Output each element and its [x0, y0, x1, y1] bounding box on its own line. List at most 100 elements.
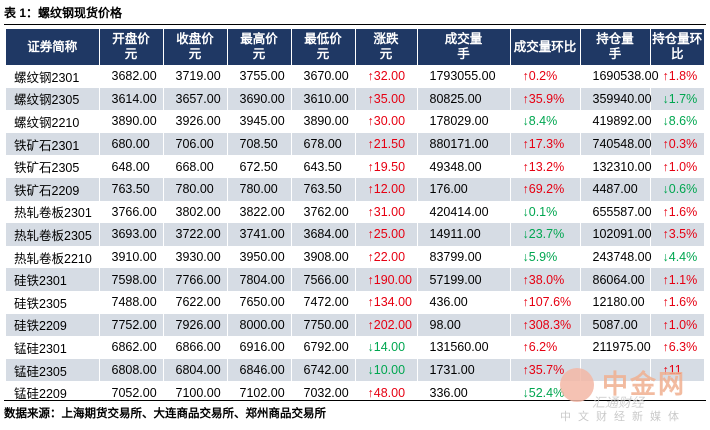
- cell-oi-chg: [650, 381, 705, 404]
- cell-close: 3926.00: [163, 110, 228, 133]
- cell-open: 7752.00: [99, 313, 164, 337]
- cell-oi-chg: ↑11: [650, 358, 705, 382]
- cell-volume: 49348.00: [417, 155, 511, 178]
- cell-open: 7488.00: [99, 290, 164, 314]
- cell-close: 7766.00: [163, 268, 228, 291]
- cell-volume: 176.00: [417, 177, 511, 201]
- column-header: 成交量手: [417, 29, 511, 65]
- cell-change: ↑21.50: [355, 132, 418, 156]
- cell-high: 3690.00: [227, 87, 292, 111]
- cell-vol-chg: ↓5.9%: [510, 245, 581, 269]
- cell-name: 铁矿石2301: [6, 132, 100, 156]
- cell-high: 7102.00: [227, 381, 292, 404]
- cell-close: 780.00: [163, 177, 228, 201]
- cell-low: 7750.00: [291, 313, 356, 337]
- column-header: 收盘价元: [163, 29, 228, 65]
- cell-change: ↑202.00: [355, 313, 418, 337]
- cell-oi: 4487.00: [580, 177, 651, 201]
- cell-name: 锰硅2209: [6, 381, 100, 404]
- cell-close: 6804.00: [163, 358, 228, 382]
- column-header: 最高价元: [227, 29, 292, 65]
- cell-name: 铁矿石2305: [6, 155, 100, 178]
- table-row: 锰硅2301 6862.00 6866.00 6916.00 6792.00 ↓14.00…: [6, 336, 705, 359]
- table-row: 硅铁2209 7752.00 7926.00 8000.00 7750.00 ↑202.0…: [6, 313, 705, 337]
- cell-change: ↑35.00: [355, 87, 418, 111]
- cell-low: 3670.00: [291, 65, 356, 88]
- column-header: 成交量环比: [510, 29, 581, 65]
- cell-vol-chg: ↑17.3%: [510, 132, 581, 156]
- cell-vol-chg: ↓8.4%: [510, 110, 581, 133]
- cell-vol-chg: ↑35.7%: [510, 358, 581, 382]
- cell-vol-chg: ↑6.2%: [510, 336, 581, 359]
- cell-oi-chg: ↑0.3%: [650, 132, 705, 156]
- cell-oi-chg: ↑1.8%: [650, 65, 705, 88]
- cell-open: 3682.00: [99, 65, 164, 88]
- cell-open: 648.00: [99, 155, 164, 178]
- cell-volume: 420414.00: [417, 200, 511, 224]
- cell-vol-chg: ↓23.7%: [510, 223, 581, 246]
- table-row: 热轧卷板2305 3693.00 3722.00 3741.00 3684.00 ↑25.…: [6, 223, 705, 246]
- column-header-unit: 元: [379, 47, 393, 61]
- cell-name: 锰硅2301: [6, 336, 100, 359]
- cell-low: 7032.00: [291, 381, 356, 404]
- cell-change: ↑134.00: [355, 290, 418, 314]
- table-row: 铁矿石2209 763.50 780.00 780.00 763.50 ↑12.00 176…: [6, 177, 705, 201]
- cell-volume: 14911.00: [417, 223, 511, 246]
- cell-high: 3945.00: [227, 110, 292, 133]
- cell-open: 3693.00: [99, 223, 164, 246]
- cell-volume: 83799.00: [417, 245, 511, 269]
- cell-close: 3930.00: [163, 245, 228, 269]
- cell-high: 3950.00: [227, 245, 292, 269]
- column-header-unit: 元: [252, 47, 266, 61]
- table-row: 锰硅2209 7052.00 7100.00 7102.00 7032.00 ↑48.00…: [6, 381, 705, 404]
- cell-oi-chg: ↑1.6%: [650, 200, 705, 224]
- cell-volume: 80825.00: [417, 87, 511, 111]
- cell-vol-chg: ↑38.0%: [510, 268, 581, 291]
- cell-close: 3719.00: [163, 65, 228, 88]
- cell-oi: 419892.00: [580, 110, 652, 133]
- cell-vol-chg: ↑0.2%: [510, 65, 581, 88]
- cell-high: 780.00: [227, 177, 292, 201]
- cell-oi: 1690538.00: [580, 65, 659, 88]
- table-row: 热轧卷板2301 3766.00 3802.00 3822.00 3762.00 ↑31.…: [6, 200, 705, 224]
- cell-oi: [580, 358, 651, 382]
- column-header-unit: 元: [316, 47, 330, 61]
- column-header: 涨跌元: [355, 29, 418, 65]
- table-row: 硅铁2301 7598.00 7766.00 7804.00 7566.00 ↑190.0…: [6, 268, 705, 291]
- cell-change: ↓14.00: [355, 336, 418, 359]
- column-header-label: 持仓量环比: [652, 32, 703, 61]
- column-header: 最低价元: [291, 29, 356, 65]
- cell-vol-chg: ↓0.1%: [510, 200, 581, 224]
- column-header: 证券简称: [6, 29, 100, 65]
- cell-open: 680.00: [99, 132, 164, 156]
- cell-name: 热轧卷板2301: [6, 200, 100, 224]
- table-row: 锰硅2305 6808.00 6804.00 6846.00 6742.00 ↓10.00…: [6, 358, 705, 382]
- column-header-unit: 元: [124, 47, 138, 61]
- cell-low: 7472.00: [291, 290, 356, 314]
- data-source-note: 数据来源：上海期货交易所、大连商品交易所、郑州商品交易所: [4, 408, 326, 420]
- table-row: 螺纹钢2301 3682.00 3719.00 3755.00 3670.00 ↑32.0…: [6, 65, 705, 88]
- cell-oi-chg: ↓1.7%: [650, 87, 705, 111]
- cell-high: 3755.00: [227, 65, 292, 88]
- cell-oi: 132310.00: [580, 155, 652, 178]
- cell-oi: 102091.00: [580, 223, 652, 246]
- table-row: 螺纹钢2305 3614.00 3657.00 3690.00 3610.00 ↑35.0…: [6, 87, 705, 111]
- cell-name: 铁矿石2209: [6, 177, 100, 201]
- cell-vol-chg: ↑69.2%: [510, 177, 581, 201]
- column-header: 开盘价元: [99, 29, 164, 65]
- cell-low: 3890.00: [291, 110, 356, 133]
- cell-low: 678.00: [291, 132, 356, 156]
- cell-low: 3610.00: [291, 87, 356, 111]
- cell-open: 3890.00: [99, 110, 164, 133]
- cell-low: 763.50: [291, 177, 356, 201]
- cell-oi: 359940.00: [580, 87, 652, 111]
- logo-emblem-icon: [560, 368, 594, 402]
- cell-open: 7598.00: [99, 268, 164, 291]
- cell-change: ↑22.00: [355, 245, 418, 269]
- cell-open: 6808.00: [99, 358, 164, 382]
- cell-open: 3614.00: [99, 87, 164, 111]
- cell-close: 706.00: [163, 132, 228, 156]
- bottom-rule: [4, 400, 706, 401]
- cell-name: 锰硅2305: [6, 358, 100, 382]
- column-header-unit: 元: [188, 47, 202, 61]
